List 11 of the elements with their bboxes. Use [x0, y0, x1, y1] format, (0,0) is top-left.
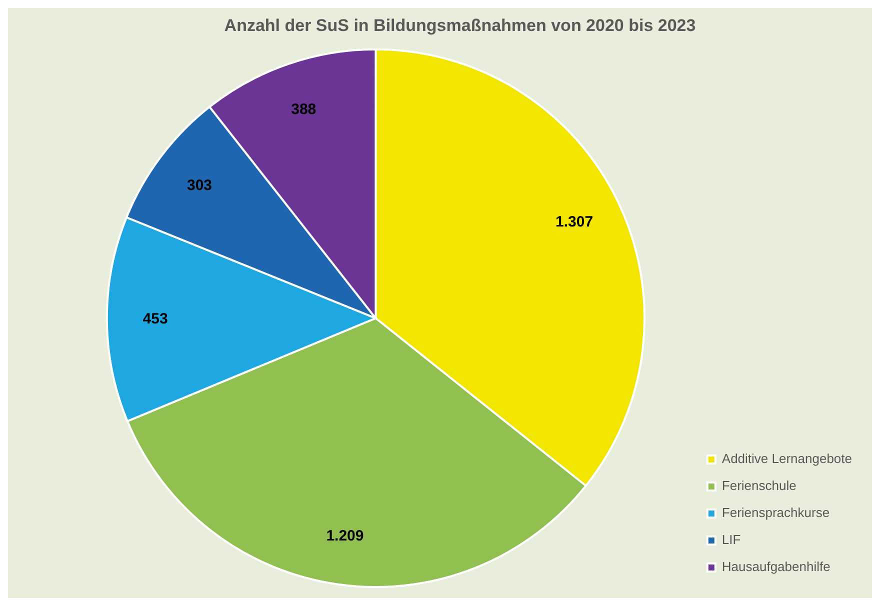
data-label: 388	[291, 101, 316, 118]
legend-label: Hausaufgabenhilfe	[722, 559, 830, 574]
legend-label: LIF	[722, 532, 741, 548]
legend-label: Ferienschule	[722, 478, 796, 494]
data-label: 1.209	[326, 528, 364, 545]
legend-label: Feriensprachkurse	[722, 505, 830, 520]
data-label: 453	[142, 310, 168, 328]
chart-title: Anzahl der SuS in Bildungsmaßnahmen von 2020 bis 2023	[224, 16, 696, 35]
data-label: 1.307	[556, 214, 594, 231]
legend-label: Additive Lernangebote	[722, 451, 852, 466]
data-label: 303	[187, 176, 212, 194]
